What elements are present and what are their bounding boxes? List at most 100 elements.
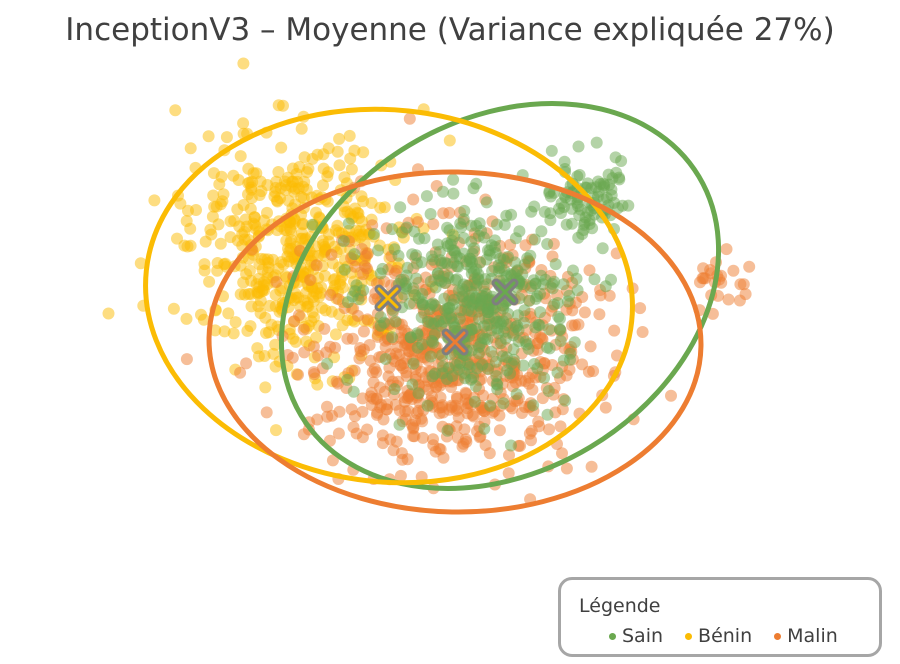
point-benin	[206, 210, 219, 223]
point-malin	[361, 423, 374, 436]
point-sain	[559, 394, 572, 407]
point-sain	[488, 234, 501, 247]
point-benin	[348, 144, 361, 157]
point-sain	[510, 388, 523, 401]
point-malin	[298, 346, 311, 359]
point-benin	[301, 166, 313, 179]
point-sain	[576, 228, 589, 240]
point-sain	[470, 177, 483, 190]
point-sain	[396, 226, 409, 239]
point-sain	[548, 298, 561, 311]
point-benin	[209, 324, 222, 337]
point-benin	[222, 307, 235, 320]
point-benin	[197, 313, 210, 326]
point-malin	[582, 365, 595, 378]
point-sain	[403, 297, 416, 310]
point-sain	[348, 248, 361, 261]
point-benin	[169, 104, 182, 117]
point-sain	[427, 336, 440, 349]
point-malin	[363, 339, 376, 351]
point-sain	[388, 243, 401, 256]
ellipse-sain	[278, 101, 722, 491]
point-sain	[341, 296, 354, 309]
point-sain	[475, 337, 487, 350]
point-malin	[556, 447, 568, 460]
point-malin	[391, 340, 404, 353]
point-malin	[634, 302, 647, 315]
legend-item-malin: Malin	[774, 625, 838, 647]
point-benin	[287, 332, 300, 345]
point-sain	[475, 292, 488, 305]
point-sain	[389, 315, 402, 328]
point-benin	[296, 218, 309, 231]
point-sain	[435, 275, 448, 288]
point-sain	[531, 362, 544, 375]
point-sain	[484, 399, 497, 412]
point-sain	[545, 144, 558, 157]
point-benin	[261, 272, 274, 285]
point-malin	[353, 352, 366, 365]
point-sain	[549, 258, 562, 271]
legend-items: Sain Bénin Malin	[609, 625, 838, 647]
legend-label-benin: Bénin	[698, 625, 753, 647]
point-malin	[427, 218, 440, 231]
legend-marker-malin	[774, 632, 782, 640]
point-malin	[720, 243, 733, 256]
point-malin	[356, 392, 369, 405]
point-malin	[347, 421, 360, 434]
point-malin	[401, 392, 414, 405]
point-benin	[271, 195, 284, 208]
legend: Légende Sain Bénin Malin	[558, 577, 882, 657]
point-benin	[312, 250, 324, 262]
point-sain	[568, 336, 581, 349]
point-benin	[300, 300, 313, 313]
legend-marker-sain	[609, 632, 616, 640]
point-benin	[311, 378, 324, 391]
point-sain	[555, 197, 568, 210]
point-sain	[538, 371, 551, 384]
point-benin	[184, 222, 197, 235]
point-malin	[506, 402, 519, 415]
point-malin	[360, 262, 373, 275]
point-malin	[286, 351, 299, 364]
point-benin	[322, 235, 335, 248]
point-sain	[465, 323, 478, 336]
point-malin	[403, 112, 416, 125]
point-sain	[388, 383, 401, 396]
point-sain	[447, 187, 460, 200]
point-sain	[448, 293, 460, 306]
point-sain	[485, 345, 498, 358]
point-benin	[283, 245, 296, 258]
point-benin	[272, 166, 285, 178]
point-malin	[443, 206, 456, 219]
point-malin	[326, 454, 339, 467]
point-benin	[241, 324, 254, 337]
point-sain	[441, 221, 454, 234]
point-malin	[307, 340, 320, 353]
point-malin	[321, 400, 333, 413]
point-sain	[440, 373, 453, 385]
point-malin	[270, 275, 283, 288]
point-sain	[420, 190, 433, 203]
point-sain	[482, 244, 494, 257]
point-benin	[218, 325, 231, 338]
point-sain	[616, 199, 629, 212]
point-sain	[517, 359, 530, 372]
point-sain	[424, 208, 437, 220]
point-malin	[357, 325, 370, 338]
point-benin	[251, 342, 264, 355]
point-sain	[548, 275, 561, 288]
point-sain	[480, 253, 493, 266]
point-malin	[325, 248, 338, 261]
point-sain	[458, 204, 471, 217]
point-malin	[436, 399, 449, 412]
point-benin	[329, 328, 342, 341]
point-sain	[505, 439, 517, 452]
point-benin	[270, 424, 282, 437]
point-sain	[590, 136, 603, 149]
ellipses-layer	[143, 101, 722, 515]
point-sain	[570, 272, 583, 285]
point-malin	[477, 389, 490, 402]
point-malin	[460, 435, 473, 448]
point-benin	[255, 252, 268, 265]
